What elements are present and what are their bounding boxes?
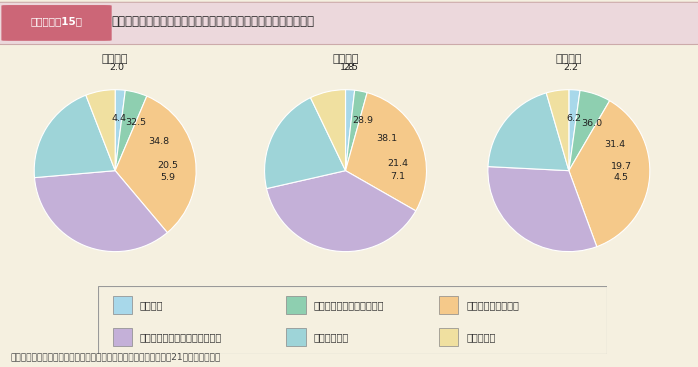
Text: 5.9: 5.9	[160, 173, 175, 182]
FancyBboxPatch shape	[0, 2, 698, 44]
Bar	[286, 328, 306, 346]
Title: 〈総数〉: 〈総数〉	[102, 55, 128, 65]
FancyBboxPatch shape	[1, 5, 112, 41]
Text: （備考）内閣府「男女のライフスタイルに関する意識調査」（平成21年）より作成。: （備考）内閣府「男女のライフスタイルに関する意識調査」（平成21年）より作成。	[10, 352, 221, 361]
Text: どちらかと言えばそう思う: どちらかと言えばそう思う	[313, 300, 384, 310]
Wedge shape	[346, 90, 367, 171]
Wedge shape	[569, 101, 650, 247]
Text: 21.4: 21.4	[387, 159, 408, 168]
Text: 38.1: 38.1	[376, 134, 398, 143]
Text: 34.8: 34.8	[149, 137, 170, 146]
Text: 7.1: 7.1	[390, 172, 406, 181]
Wedge shape	[34, 95, 115, 178]
Wedge shape	[115, 90, 126, 171]
Wedge shape	[547, 90, 569, 171]
Wedge shape	[488, 93, 569, 171]
Text: 28.9: 28.9	[352, 116, 373, 125]
Wedge shape	[569, 90, 580, 171]
Bar	[439, 297, 459, 314]
Text: 32.5: 32.5	[125, 117, 146, 127]
Text: どちらかと言えばそう思わない: どちらかと言えばそう思わない	[140, 332, 222, 342]
Text: 2.5: 2.5	[343, 63, 359, 72]
Bar	[113, 297, 133, 314]
Text: 第１－特－15図: 第１－特－15図	[31, 17, 82, 26]
Text: 4.4: 4.4	[112, 114, 126, 123]
Text: 6.2: 6.2	[566, 114, 581, 123]
Wedge shape	[115, 90, 147, 171]
Wedge shape	[267, 171, 416, 252]
Text: 社会における女性の能力は十分活用されていると思うか（性別）: 社会における女性の能力は十分活用されていると思うか（性別）	[112, 15, 315, 28]
Wedge shape	[488, 167, 597, 252]
Title: 〈男性〉: 〈男性〉	[556, 55, 582, 65]
Text: そう思う: そう思う	[140, 300, 163, 310]
Bar	[113, 328, 133, 346]
Bar	[439, 328, 459, 346]
Text: どちらとも言えない: どちらとも言えない	[466, 300, 519, 310]
Wedge shape	[346, 92, 426, 211]
Wedge shape	[86, 90, 115, 171]
Text: そう思わない: そう思わない	[313, 332, 348, 342]
Wedge shape	[265, 98, 346, 189]
Text: 1.8: 1.8	[340, 62, 355, 72]
Wedge shape	[311, 90, 346, 171]
Text: 20.5: 20.5	[157, 161, 178, 170]
Text: 31.4: 31.4	[604, 140, 625, 149]
Text: 2.2: 2.2	[563, 62, 579, 72]
Bar	[286, 297, 306, 314]
Wedge shape	[34, 171, 168, 252]
Text: 分からない: 分からない	[466, 332, 496, 342]
Text: 19.7: 19.7	[611, 162, 632, 171]
Wedge shape	[569, 90, 609, 171]
Wedge shape	[346, 90, 355, 171]
Wedge shape	[115, 96, 196, 233]
Title: 〈女性〉: 〈女性〉	[332, 55, 359, 65]
Text: 4.5: 4.5	[614, 173, 628, 182]
Text: 36.0: 36.0	[581, 119, 603, 128]
Text: 2.0: 2.0	[110, 62, 124, 72]
